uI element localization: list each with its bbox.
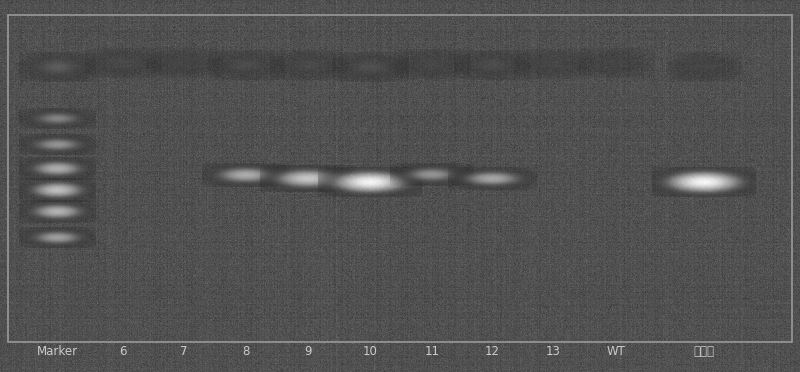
Text: 9: 9 [304, 345, 312, 358]
Text: 13: 13 [546, 345, 561, 358]
Text: 8: 8 [242, 345, 250, 358]
Text: WT: WT [606, 345, 626, 358]
Text: 正对照: 正对照 [694, 345, 714, 358]
Text: Marker: Marker [37, 345, 78, 358]
Text: 6: 6 [119, 345, 127, 358]
Text: 7: 7 [180, 345, 188, 358]
Text: 11: 11 [425, 345, 439, 358]
Text: 10: 10 [363, 345, 378, 358]
Text: 12: 12 [485, 345, 499, 358]
Bar [8, 15, 792, 342]
